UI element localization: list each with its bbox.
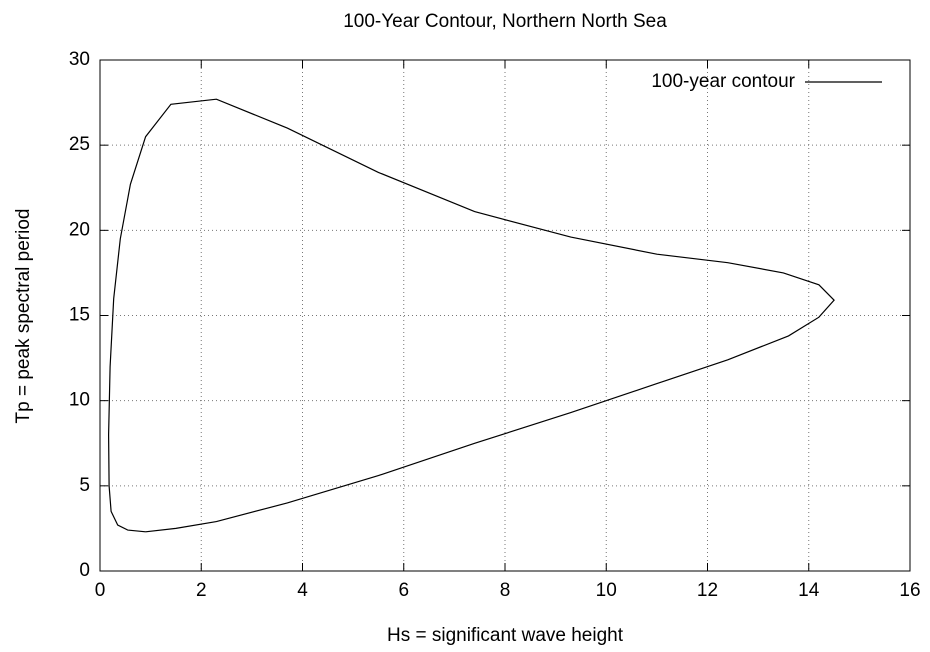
x-tick-label: 14: [798, 580, 820, 601]
x-tick-label: 10: [596, 580, 617, 601]
x-tick-label: 2: [196, 580, 207, 601]
chart-title: 100-Year Contour, Northern North Sea: [343, 11, 667, 32]
x-tick-label: 12: [697, 580, 718, 601]
y-axis-label: Tp = peak spectral period: [13, 209, 34, 424]
plot-frame: [99, 59, 911, 572]
y-tick-label: 25: [69, 134, 90, 155]
y-tick-label: 10: [69, 390, 90, 411]
x-tick-label: 0: [95, 580, 106, 601]
legend-label: 100-year contour: [651, 71, 795, 92]
x-axis-label: Hs = significant wave height: [387, 625, 624, 646]
x-tick-label: 16: [899, 580, 920, 601]
y-tick-label: 0: [79, 560, 90, 581]
contour-line: [107, 98, 835, 533]
x-tick-label: 4: [297, 580, 308, 601]
x-tick-label: 6: [398, 580, 409, 601]
y-tick-label: 30: [69, 49, 90, 70]
x-tick-label: 8: [500, 580, 511, 601]
y-tick-label: 5: [79, 475, 90, 496]
y-tick-label: 15: [69, 305, 90, 326]
y-tick-label: 20: [69, 219, 90, 240]
